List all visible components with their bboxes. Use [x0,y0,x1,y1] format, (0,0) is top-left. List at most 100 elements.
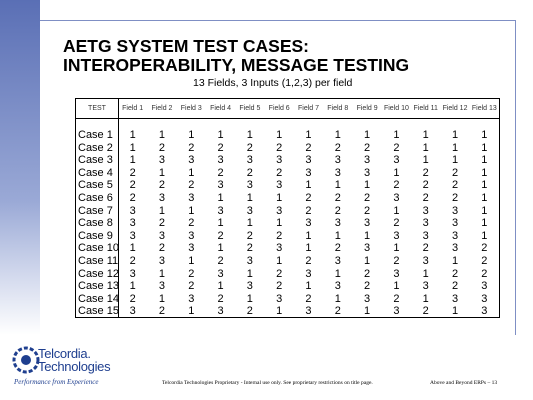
cell-value: 2 [129,255,136,267]
cell-value: 2 [451,179,459,192]
cell-value: 2 [334,305,341,318]
cell-value: 3 [188,229,195,242]
notice: Telcordia Technologies Proprietary - Int… [162,380,373,386]
column-header: Field 11 [413,105,438,112]
cell-value: 1 [334,267,341,280]
cell-value: 2 [217,166,224,179]
cell-value: 3 [422,217,429,230]
cell-value: 3 [305,154,312,167]
subtitle: 13 Fields, 3 Inputs (1,2,3) per field [193,77,353,89]
cell-value: 1 [481,204,488,217]
top-rule [40,20,516,21]
cell-value: 3 [334,255,341,267]
cell-value: 2 [276,141,283,154]
cell-value: 3 [217,267,224,280]
cell-value: 1 [393,204,400,217]
cell-value: 2 [158,242,165,255]
cell-value: 1 [364,229,371,242]
column-header: Field 9 [356,105,378,112]
cell-value: 2 [393,179,400,192]
cell-value: 1 [276,305,283,318]
cell-value: 1 [158,166,165,179]
cell-value: 1 [217,192,224,204]
cell-value: 3 [305,166,312,179]
cell-value: 2 [246,242,253,255]
cell-value: 3 [217,305,224,318]
cell-value: 3 [451,217,459,230]
cell-value: 2 [188,141,195,154]
cell-value: 3 [158,154,165,167]
cell-value: 3 [364,154,371,167]
cell-value: 3 [334,217,341,230]
logo-line: Technologies [38,359,111,374]
cell-value: 3 [129,204,136,217]
cell-value: 1 [188,305,195,318]
cell-value: 2 [217,141,224,154]
cell-value: 3 [246,255,253,267]
cell-value: 2 [334,204,341,217]
cell-value: 1 [188,255,195,267]
cell-value: 1 [481,229,488,242]
cell-value: 3 [246,280,253,293]
cell-value: 3 [217,204,224,217]
cell-value: 1 [364,305,371,318]
cell-value: 1 [129,154,136,167]
cell-value: 1 [481,141,488,154]
cell-value: 1 [129,141,136,154]
logo-text: Telcordia. Technologies [38,346,111,374]
cell-value: 1 [422,141,429,154]
cell-value: 1 [451,305,459,318]
cell-value: 1 [334,129,341,141]
row-label: Case 1 [78,129,113,141]
cell-value: 1 [451,154,459,167]
cell-value: 3 [451,242,459,255]
cell-value: 2 [393,255,400,267]
cell-value: 3 [217,154,224,167]
cell-value: 2 [305,255,312,267]
row-label: Case 2 [78,141,113,154]
cell-value: 2 [451,267,459,280]
cell-value: 1 [393,129,400,141]
cell-value: 1 [364,129,371,141]
cell-value: 1 [451,129,459,141]
cell-value: 3 [246,204,253,217]
row-label: Case 6 [78,192,113,204]
cell-value: 3 [158,255,165,267]
cell-value: 2 [158,217,165,230]
logo-line: Telcordia. [38,346,91,361]
cell-value: 3 [393,305,400,318]
cell-value: 3 [364,292,371,305]
cell-value: 3 [276,242,283,255]
column-header: Field 3 [180,105,202,112]
cell-value: 3 [334,280,341,293]
cell-value: 1 [393,166,400,179]
row-label: Case 4 [78,166,113,179]
cell-value: 3 [188,192,195,204]
cell-value: 3 [188,292,195,305]
cell-value: 2 [364,280,371,293]
cell-value: 1 [451,141,459,154]
cell-value: 3 [276,204,283,217]
cell-value: 1 [481,129,488,141]
cell-value: 3 [129,267,136,280]
cell-value: 2 [481,255,488,267]
cell-value: 2 [246,229,253,242]
row-label: Case 8 [78,217,113,230]
cell-value: 2 [393,141,400,154]
cell-value: 2 [188,179,195,192]
cell-value: 2 [481,242,488,255]
cell-value: 1 [276,217,283,230]
side-band [0,0,40,335]
cell-value: 2 [217,255,224,267]
cell-value: 2 [451,280,459,293]
cell-value: 1 [129,242,136,255]
cell-value: 2 [276,280,283,293]
cell-value: 2 [217,229,224,242]
cell-value: 1 [422,292,429,305]
cell-value: 1 [422,267,429,280]
cell-value: 2 [364,141,371,154]
header-line [76,118,499,119]
cell-value: 2 [334,242,341,255]
cell-value: 1 [364,255,371,267]
cell-value: 1 [217,217,224,230]
